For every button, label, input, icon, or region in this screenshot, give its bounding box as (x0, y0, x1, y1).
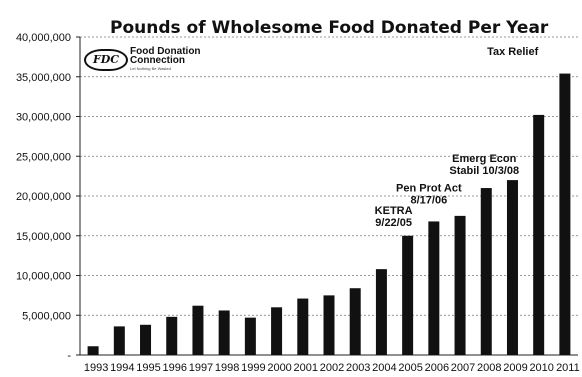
x-tick-label: 2005 (398, 362, 422, 374)
x-tick-label: 2001 (294, 362, 318, 374)
annotation-line: Emerg Econ (452, 153, 516, 165)
fdc-badge-icon: FDC (84, 49, 128, 71)
y-tick-labels: - 5,000,000 10,000,000 15,000,000 20,000,000… (16, 32, 71, 362)
annotation-line: Tax Relief (487, 46, 538, 58)
bar-1996 (166, 316, 178, 355)
logo-name-line1: Food Donation (130, 46, 201, 57)
gridlines (80, 36, 578, 316)
bar-2004 (375, 269, 387, 355)
bar-2009 (506, 180, 518, 355)
x-tick-label: 2008 (477, 362, 501, 374)
bar-2010 (533, 114, 545, 355)
bar-2001 (297, 298, 309, 355)
logo-name: Food Donation Connection (130, 46, 201, 66)
x-tick-label: 2011 (556, 362, 580, 374)
bar-1997 (192, 305, 204, 355)
annotation-line: Pen Prot Act (396, 182, 462, 194)
annotation-line: 9/22/05 (375, 217, 412, 229)
x-tick-label: 2010 (529, 362, 553, 374)
x-tick-label: 1998 (215, 362, 239, 374)
y-tick-label: 40,000,000 (16, 32, 71, 44)
bar-2002 (323, 295, 335, 355)
logo-tagline: Let Nothing Be Wasted (130, 66, 171, 71)
bar-1995 (140, 324, 152, 355)
bar-2008 (480, 188, 492, 355)
bar-2005 (402, 235, 414, 355)
bar-1994 (113, 326, 125, 355)
annotation-2008: Emerg Econ Stabil 10/3/08 (449, 153, 519, 177)
bar-2007 (454, 215, 466, 355)
annotation-line: Stabil 10/3/08 (449, 165, 519, 177)
y-tick-label: 10,000,000 (16, 271, 71, 283)
x-tick-label: 1999 (241, 362, 265, 374)
bar-2003 (349, 288, 361, 355)
annotation-line: KETRA (375, 205, 413, 217)
fdc-logo: FDC Food Donation Connection Let Nothing… (84, 46, 244, 72)
x-tick-label: 2003 (346, 362, 370, 374)
axes (76, 36, 578, 356)
bar-1998 (218, 310, 230, 355)
x-tick-label: 2006 (425, 362, 449, 374)
x-tick-label: 2002 (320, 362, 344, 374)
y-tick-label: 5,000,000 (22, 310, 71, 322)
x-tick-label: 1997 (189, 362, 213, 374)
bar-1999 (244, 317, 256, 355)
x-tick-label: 1995 (136, 362, 160, 374)
annotation-2010: Tax Relief (487, 46, 538, 58)
y-tick-label: 35,000,000 (16, 72, 71, 84)
y-tick-label: - (67, 350, 71, 362)
annotation-line: 8/17/06 (410, 194, 447, 206)
bar-2011 (559, 73, 571, 355)
y-tick-label: 25,000,000 (16, 151, 71, 163)
x-tick-label: 2004 (372, 362, 396, 374)
y-tick-label: 15,000,000 (16, 231, 71, 243)
y-tick-label: 30,000,000 (16, 112, 71, 124)
x-tick-labels: 1993 1994 1995 1996 1997 1998 1999 2000 2001 2002… (84, 362, 580, 374)
bar-2006 (428, 221, 440, 355)
bar-1993 (87, 346, 99, 355)
x-tick-label: 1996 (162, 362, 186, 374)
x-tick-label: 2009 (503, 362, 527, 374)
bar-2000 (271, 307, 283, 355)
x-tick-label: 2007 (451, 362, 475, 374)
x-tick-label: 1993 (84, 362, 108, 374)
annotation-2006: Pen Prot Act 8/17/06 (396, 182, 462, 206)
bars (87, 73, 571, 355)
x-tick-label: 2000 (267, 362, 291, 374)
y-tick-label: 20,000,000 (16, 191, 71, 203)
chart-title: Pounds of Wholesome Food Donated Per Yea… (110, 18, 549, 38)
logo-name-line2: Connection (130, 55, 185, 66)
annotation-2005: KETRA 9/22/05 (375, 205, 413, 229)
x-tick-label: 1994 (110, 362, 134, 374)
